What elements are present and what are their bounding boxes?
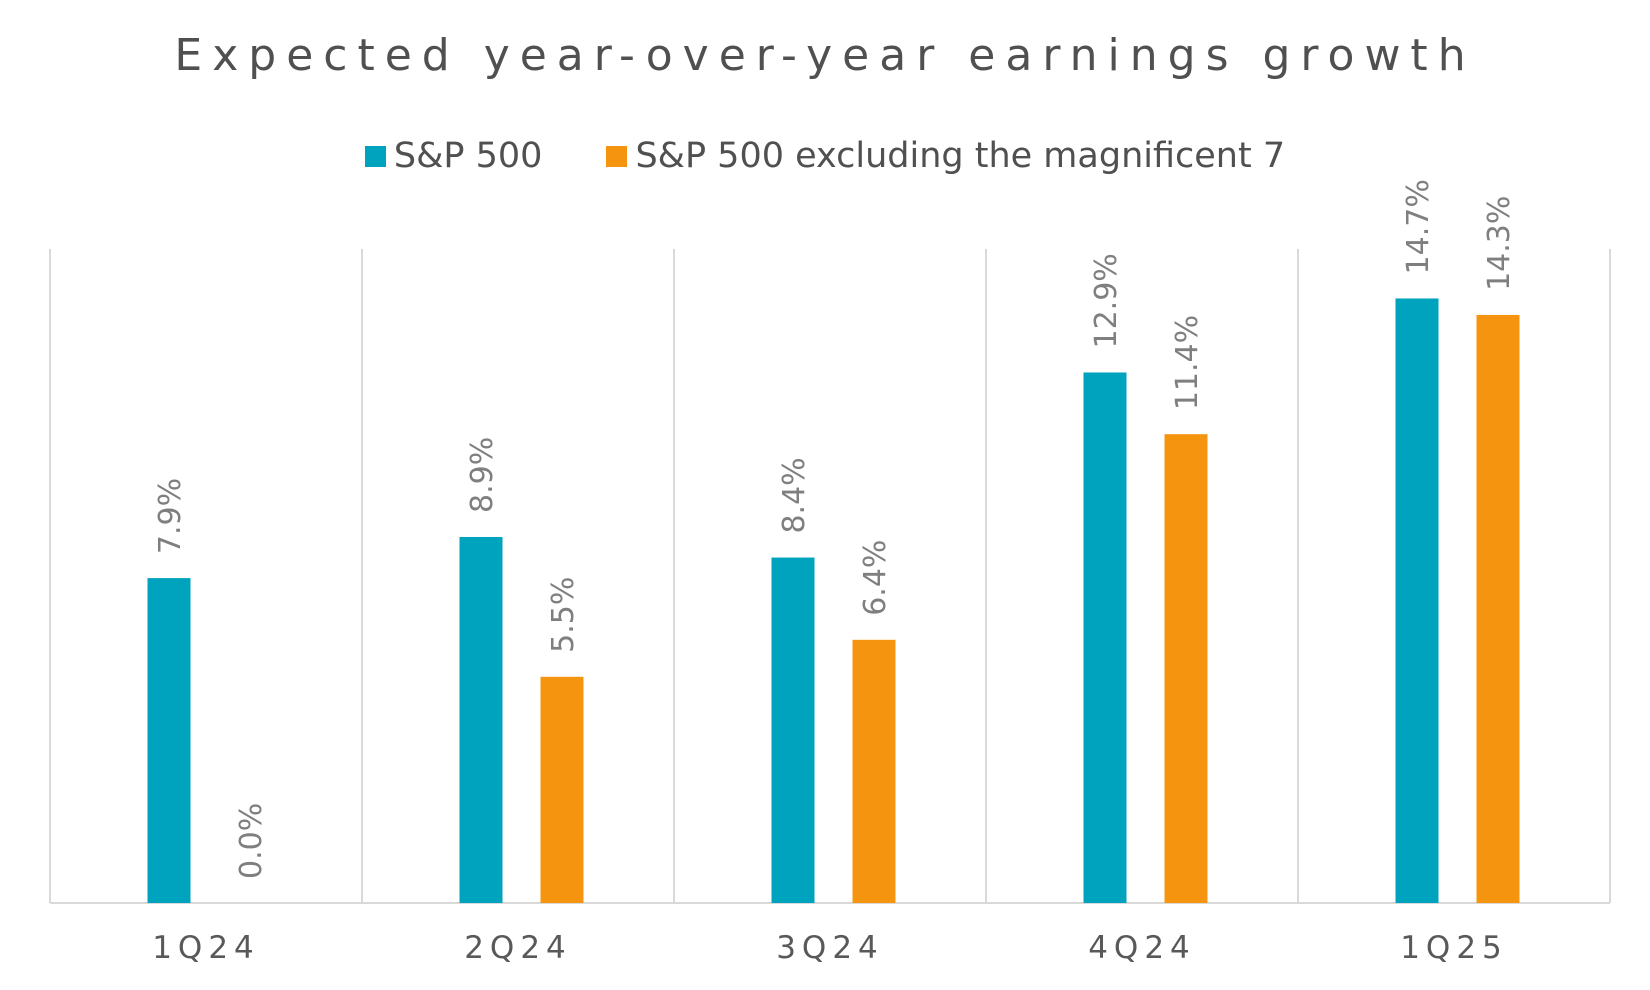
bar-sp500-ex-mag7-4Q24 [1164, 434, 1208, 903]
bar-sp500-4Q24 [1083, 372, 1127, 903]
data-label-sp500-4Q24: 12.9% [1089, 253, 1124, 348]
x-tick-label-1Q24: 1Q24 [152, 930, 260, 966]
bar-sp500-1Q24 [147, 578, 191, 903]
legend: S&P 500 S&P 500 excluding the magnificen… [0, 136, 1650, 176]
legend-label-sp500: S&P 500 [393, 136, 543, 176]
data-label-sp500-ex-mag7-1Q25: 14.3% [1482, 196, 1517, 291]
data-label-sp500-1Q25: 14.7% [1401, 179, 1436, 274]
x-tick-label-4Q24: 4Q24 [1088, 930, 1196, 966]
data-label-sp500-ex-mag7-1Q24: 0.0% [234, 803, 269, 879]
data-label-sp500-ex-mag7-4Q24: 11.4% [1170, 315, 1205, 410]
data-label-sp500-3Q24: 8.4% [777, 457, 812, 533]
bar-sp500-1Q25 [1395, 298, 1439, 903]
legend-item-sp500: S&P 500 [364, 136, 543, 176]
legend-swatch-sp500-ex-mag7 [606, 145, 628, 167]
bar-sp500-ex-mag7-3Q24 [852, 639, 896, 903]
x-tick-label-2Q24: 2Q24 [464, 930, 572, 966]
chart-title: Expected year-over-year earnings growth [174, 30, 1476, 81]
data-label-sp500-2Q24: 8.9% [465, 437, 500, 513]
legend-label-sp500-ex-mag7: S&P 500 excluding the magnificent 7 [635, 136, 1286, 176]
legend-swatch-sp500 [364, 145, 386, 167]
data-label-sp500-ex-mag7-2Q24: 5.5% [546, 577, 581, 653]
bar-sp500-3Q24 [771, 557, 815, 903]
bar-sp500-ex-mag7-1Q25 [1476, 314, 1520, 904]
data-label-sp500-ex-mag7-3Q24: 6.4% [858, 540, 893, 616]
x-tick-label-1Q25: 1Q25 [1400, 930, 1508, 966]
x-tick-label-3Q24: 3Q24 [776, 930, 884, 966]
legend-item-sp500-ex-mag7: S&P 500 excluding the magnificent 7 [606, 136, 1285, 176]
bar-sp500-2Q24 [459, 536, 503, 903]
bar-sp500-ex-mag7-2Q24 [540, 676, 584, 903]
data-label-sp500-1Q24: 7.9% [153, 478, 188, 554]
